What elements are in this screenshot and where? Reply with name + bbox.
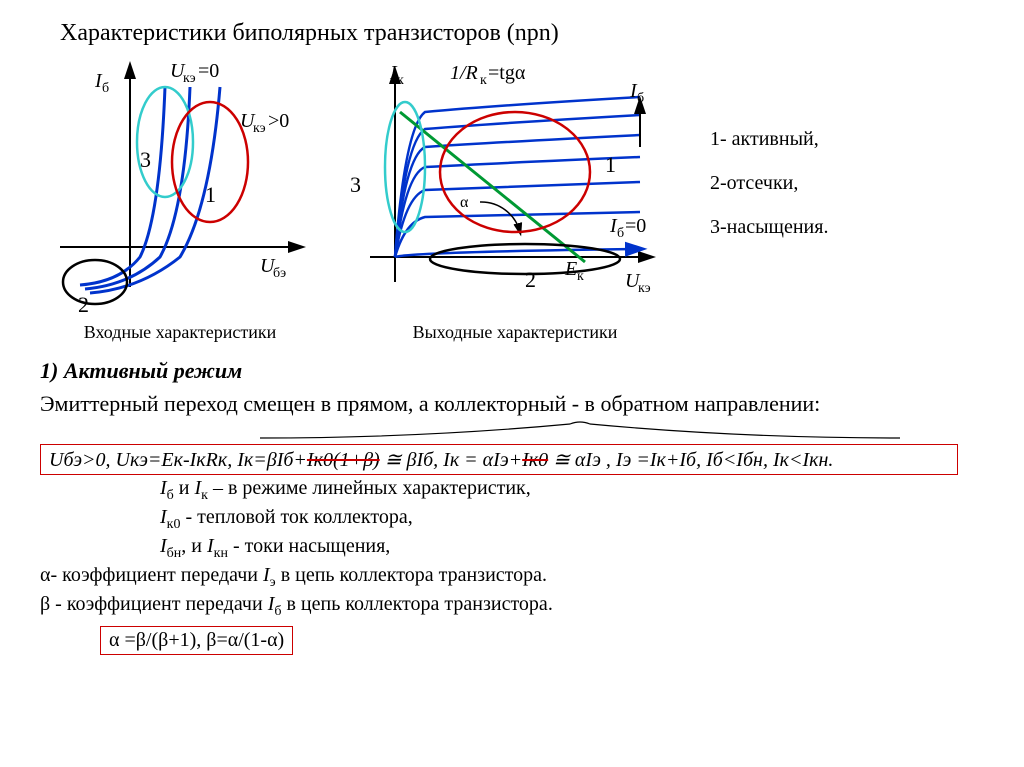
legend-active: 1- активный, (710, 117, 828, 161)
eq1s2: Iк0 (522, 449, 548, 471)
svg-text:1: 1 (205, 182, 216, 207)
input-chart-block: I б U кэ =0 U кэ >0 3 1 2 U бэ Входные х… (40, 57, 320, 343)
svg-text:3: 3 (140, 147, 151, 172)
section1-text: Эмиттерный переход смещен в прямом, а ко… (40, 389, 984, 420)
eq1s1: Iк0(1+β) (307, 449, 380, 471)
charts-row: I б U кэ =0 U кэ >0 3 1 2 U бэ Входные х… (40, 57, 984, 343)
svg-text:кэ: кэ (253, 121, 266, 136)
brace-icon (260, 420, 900, 440)
mode-legend: 1- активный, 2-отсечки, 3-насыщения. (710, 117, 828, 249)
svg-text:1: 1 (605, 152, 616, 177)
svg-text:=0: =0 (625, 215, 646, 237)
eq1c: ≅ αIэ , Iэ =Iк+Iб, Iб<Iбн, Iк<Iкн. (548, 449, 833, 471)
svg-text:кэ: кэ (638, 281, 651, 296)
svg-text:б: б (102, 81, 109, 96)
line-ik0: Iк0 - тепловой ток коллектора, (160, 506, 984, 533)
input-chart: I б U кэ =0 U кэ >0 3 1 2 U бэ (40, 57, 320, 317)
svg-text:3: 3 (350, 172, 361, 197)
output-chart: I к 1/R к =tgα I б 3 1 2 α I б =0 E к U … (350, 57, 680, 317)
output-chart-caption: Выходные характеристики (413, 322, 618, 343)
svg-text:α: α (460, 194, 469, 211)
svg-text:к: к (480, 73, 487, 88)
svg-text:1/R: 1/R (450, 62, 478, 84)
page-title: Характеристики биполярных транзисторов (… (60, 20, 984, 47)
equation-box-1: Uбэ>0, Uкэ=Eк-IкRк, Iк=βIб+Iк0(1+β) ≅ βI… (40, 444, 958, 475)
svg-text:2: 2 (525, 267, 536, 292)
input-chart-caption: Входные характеристики (84, 322, 277, 343)
line-alpha: α- коэффициент передачи Iэ в цепь коллек… (40, 564, 984, 591)
svg-text:E: E (564, 258, 577, 280)
svg-text:б: б (637, 91, 644, 106)
line-beta: β - коэффициент передачи Iб в цепь колле… (40, 593, 984, 620)
eq1a: Uбэ>0, Uкэ=Eк-IкRк, Iк=βIб+ (49, 449, 307, 471)
svg-text:=0: =0 (198, 60, 219, 82)
svg-text:>0: >0 (268, 110, 289, 132)
legend-saturation: 3-насыщения. (710, 205, 828, 249)
svg-text:к: к (577, 269, 584, 284)
line-ib-ik: Iб и Iк – в режиме линейных характеристи… (160, 477, 984, 504)
section1-title: 1) Активный режим (40, 358, 984, 384)
line-sat: Iбн, и Iкн - токи насыщения, (160, 535, 984, 562)
svg-text:к: к (397, 73, 404, 88)
output-chart-block: I к 1/R к =tgα I б 3 1 2 α I б =0 E к U … (350, 57, 680, 343)
svg-text:бэ: бэ (273, 266, 286, 281)
svg-text:кэ: кэ (183, 71, 196, 86)
svg-text:б: б (617, 226, 624, 241)
eq1b: ≅ βIб, Iк = αIэ+ (380, 449, 522, 471)
svg-text:=tgα: =tgα (488, 62, 526, 84)
equation-box-2: α =β/(β+1), β=α/(1-α) (100, 626, 293, 655)
legend-cutoff: 2-отсечки, (710, 161, 828, 205)
svg-text:2: 2 (78, 292, 89, 317)
